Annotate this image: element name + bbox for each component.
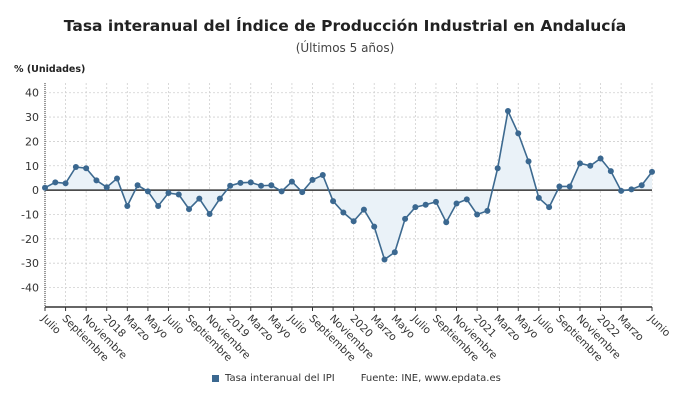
data-point bbox=[216, 195, 223, 202]
data-point bbox=[227, 182, 234, 189]
chart-subtitle: (Últimos 5 años) bbox=[295, 41, 395, 55]
y-tick-label: -40 bbox=[21, 282, 39, 295]
data-point bbox=[319, 172, 326, 179]
data-point bbox=[237, 179, 244, 186]
y-tick-label: 10 bbox=[25, 160, 39, 173]
data-point bbox=[258, 182, 265, 189]
data-point bbox=[196, 195, 203, 202]
area-fill bbox=[45, 111, 652, 260]
data-point bbox=[453, 200, 460, 207]
data-point bbox=[494, 165, 501, 172]
y-tick-label: -30 bbox=[21, 257, 39, 270]
data-point bbox=[432, 198, 439, 205]
data-point bbox=[371, 223, 378, 230]
y-tick-label: 40 bbox=[25, 87, 39, 100]
data-point bbox=[587, 162, 594, 169]
data-point bbox=[340, 209, 347, 216]
data-point bbox=[309, 176, 316, 183]
data-point bbox=[546, 204, 553, 211]
data-point bbox=[186, 206, 193, 213]
data-point bbox=[268, 182, 275, 189]
x-tick-label: Julio bbox=[38, 312, 63, 337]
data-point bbox=[628, 186, 635, 193]
data-point bbox=[504, 108, 511, 114]
data-point bbox=[402, 215, 409, 222]
data-point bbox=[391, 249, 398, 256]
data-point bbox=[535, 194, 542, 201]
data-point bbox=[134, 182, 141, 189]
data-point bbox=[649, 168, 655, 175]
data-point bbox=[52, 179, 59, 186]
y-tick-label: 20 bbox=[25, 135, 39, 148]
data-point bbox=[278, 188, 285, 195]
data-point bbox=[114, 175, 121, 182]
data-point bbox=[576, 160, 583, 167]
data-point bbox=[566, 183, 573, 190]
data-point bbox=[206, 210, 213, 217]
data-point bbox=[474, 211, 481, 218]
data-point bbox=[422, 201, 429, 208]
data-point bbox=[360, 206, 367, 213]
data-point bbox=[381, 256, 388, 263]
legend-label: Tasa interanual del IPI bbox=[225, 373, 335, 384]
data-point bbox=[618, 187, 625, 194]
y-tick-label: -20 bbox=[21, 233, 39, 246]
data-point bbox=[124, 202, 131, 209]
data-point bbox=[443, 219, 450, 226]
data-point bbox=[72, 164, 79, 170]
data-point bbox=[525, 158, 532, 165]
legend-swatch bbox=[212, 375, 219, 382]
y-axis-label: % (Unidades) bbox=[14, 64, 86, 75]
chart-title: Tasa interanual del Índice de Producción… bbox=[63, 17, 627, 35]
data-point bbox=[597, 155, 604, 162]
data-point bbox=[155, 202, 162, 209]
data-point bbox=[330, 198, 337, 205]
legend: Tasa interanual del IPI Fuente: INE, www… bbox=[212, 373, 501, 384]
data-point bbox=[83, 165, 90, 172]
data-point bbox=[299, 189, 306, 196]
data-point bbox=[42, 184, 48, 191]
data-point bbox=[463, 196, 470, 203]
data-point bbox=[103, 184, 110, 191]
y-tick-label: 30 bbox=[25, 111, 39, 124]
data-point bbox=[165, 190, 172, 197]
data-point bbox=[556, 183, 563, 190]
source-note: Fuente: INE, www.epdata.es bbox=[360, 373, 501, 384]
data-point bbox=[93, 177, 100, 184]
data-point bbox=[144, 188, 151, 195]
data-point bbox=[350, 218, 357, 225]
x-tick-label: Junio bbox=[645, 312, 672, 339]
data-point bbox=[607, 168, 614, 175]
data-point bbox=[412, 204, 419, 211]
data-point bbox=[247, 179, 254, 186]
data-point bbox=[288, 178, 295, 185]
data-point bbox=[638, 182, 645, 189]
data-point bbox=[62, 180, 69, 187]
data-point bbox=[484, 207, 491, 214]
data-point bbox=[175, 191, 182, 198]
y-tick-label: 0 bbox=[32, 184, 39, 197]
y-tick-label: -10 bbox=[21, 208, 39, 221]
data-point bbox=[515, 130, 522, 137]
